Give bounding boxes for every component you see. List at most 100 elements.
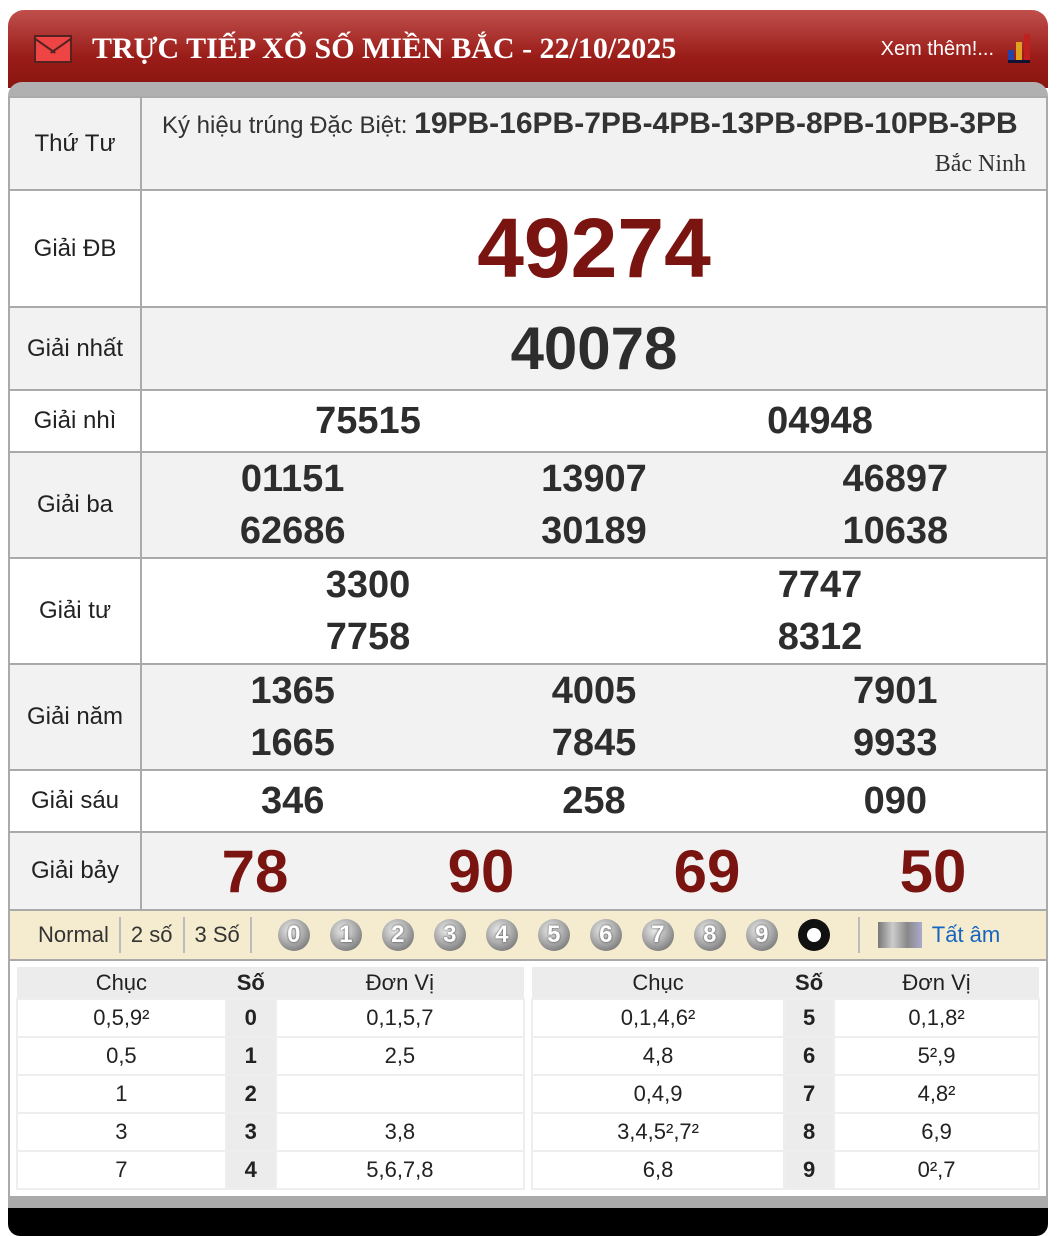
prize-number: 62686 [239, 510, 346, 552]
option-2-so[interactable]: 2 số [121, 917, 185, 953]
header-band [8, 82, 1048, 96]
option-3-so[interactable]: 3 Số [185, 917, 252, 953]
digit-ball-3[interactable]: 3 [433, 919, 466, 951]
loto-header: Chục [17, 967, 226, 999]
digit-ball-1[interactable]: 1 [329, 919, 362, 951]
don-vi-cell: 0,1,5,7 [274, 998, 526, 1038]
digit-ball-4[interactable]: 4 [485, 919, 518, 951]
digit-ball-8[interactable]: 8 [693, 919, 726, 951]
don-vi-cell: 0,1,8² [833, 998, 1040, 1038]
prize-number: 10638 [842, 510, 949, 552]
prize-number: 4005 [551, 670, 637, 712]
special-codes: 19PB-16PB-7PB-4PB-13PB-8PB-10PB-3PB [414, 106, 1018, 140]
sound-icon[interactable] [877, 922, 922, 948]
so-cell: 6 [783, 1036, 836, 1076]
prize-number: 7901 [853, 670, 938, 712]
prize-number: 69 [673, 837, 741, 905]
loto-tables: Chục Số Đơn Vị 0,5,9² 0 0,1,5,7 0,5 1 2,5 1 2 3 3 3,8… [8, 961, 1048, 1198]
loto-row: 0,5 1 2,5 [16, 1036, 526, 1076]
digit-ball-6[interactable]: 6 [589, 919, 622, 951]
don-vi-cell: 0²,7 [833, 1150, 1040, 1190]
bar-chart-icon[interactable] [1008, 34, 1030, 63]
mute-all-link[interactable]: Tất âm [931, 922, 1001, 947]
don-vi-cell: 5²,9 [833, 1036, 1040, 1076]
see-more-link[interactable]: Xem thêm!... [880, 37, 994, 60]
first-prize: 40078 [510, 315, 678, 382]
option-normal[interactable]: Normal [28, 917, 121, 953]
prize-number: 01151 [240, 458, 345, 500]
code-label: Ký hiệu trúng Đặc Biệt: [162, 111, 415, 139]
chuc-cell: 6,8 [530, 1150, 786, 1190]
prize-label: Giải ba [8, 451, 142, 559]
prize-number: 75515 [315, 399, 421, 442]
prize-number: 50 [899, 837, 967, 905]
prize-number: 9933 [853, 722, 938, 764]
province: Bắc Ninh [934, 150, 1026, 177]
prize-number: 7747 [777, 564, 863, 606]
results-table: Thứ Tư Ký hiệu trúng Đặc Biệt: 19PB-16PB… [8, 96, 1048, 911]
prize-number: 090 [863, 779, 928, 822]
prize-label: Giải tư [8, 557, 142, 665]
chuc-cell: 0,4,9 [530, 1074, 786, 1114]
header: TRỰC TIẾP XỔ SỐ MIỀN BẮC - 22/10/2025 Xe… [8, 10, 1048, 88]
prize-number: 46897 [842, 458, 949, 500]
prize-label: Giải bảy [8, 831, 142, 911]
loto-row: 0,5,9² 0 0,1,5,7 [16, 998, 526, 1038]
so-cell: 1 [224, 1036, 277, 1076]
prize-number: 8312 [777, 616, 863, 658]
so-cell: 9 [783, 1150, 836, 1190]
loto-row: 6,8 9 0²,7 [530, 1150, 1040, 1190]
prize-label: Giải năm [8, 663, 142, 771]
so-cell: 8 [783, 1112, 836, 1152]
prize-number: 1665 [250, 722, 335, 764]
chuc-cell: 1 [16, 1074, 227, 1114]
so-cell: 7 [783, 1074, 836, 1114]
chuc-cell: 0,1,4,6² [530, 998, 786, 1038]
don-vi-cell: 3,8 [274, 1112, 526, 1152]
prize-number: 258 [562, 779, 626, 822]
so-cell: 0 [224, 998, 277, 1038]
don-vi-cell: 6,9 [833, 1112, 1040, 1152]
loto-row: 0,1,4,6² 5 0,1,8² [530, 998, 1040, 1038]
loto-row: 3,4,5²,7² 8 6,9 [530, 1112, 1040, 1152]
digit-ball-9[interactable]: 9 [745, 919, 778, 951]
loto-header: Số [225, 967, 276, 999]
chuc-cell: 4,8 [530, 1036, 786, 1076]
prize-number: 1365 [250, 670, 335, 712]
chuc-cell: 0,5 [16, 1036, 227, 1076]
prize-number: 13907 [541, 458, 647, 500]
so-cell: 4 [224, 1150, 277, 1190]
prize-label: Giải nhất [8, 306, 142, 391]
loto-header: Đơn Vị [834, 967, 1039, 999]
prize-number: 3300 [325, 564, 411, 606]
yin-yang-icon[interactable] [797, 919, 830, 951]
loto-row: 7 4 5,6,7,8 [16, 1150, 526, 1190]
digit-ball-2[interactable]: 2 [381, 919, 414, 951]
loto-table-left: Chục Số Đơn Vị 0,5,9² 0 0,1,5,7 0,5 1 2,5 1 2 3 3 3,8… [16, 967, 526, 1190]
prize-number: 90 [447, 837, 515, 905]
special-prize: 49274 [477, 201, 711, 295]
prize-label: Giải ĐB [8, 189, 142, 308]
loto-row: 4,8 6 5²,9 [530, 1036, 1040, 1076]
prize-label: Giải sáu [8, 769, 142, 833]
prize-number: 30189 [541, 510, 647, 552]
loto-row: 0,4,9 7 4,8² [530, 1074, 1040, 1114]
footer-bar [8, 1198, 1048, 1236]
loto-header: Số [784, 967, 835, 999]
don-vi-cell: 4,8² [833, 1074, 1040, 1114]
digit-ball-7[interactable]: 7 [641, 919, 674, 951]
loto-header: Chục [532, 967, 785, 999]
digit-ball-0[interactable]: 0 [277, 919, 310, 951]
page-title: TRỰC TIẾP XỔ SỐ MIỀN BẮC - 22/10/2025 [92, 32, 677, 65]
loto-row: 3 3 3,8 [16, 1112, 526, 1152]
digit-ball-5[interactable]: 5 [537, 919, 570, 951]
don-vi-cell [274, 1074, 526, 1114]
don-vi-cell: 5,6,7,8 [274, 1150, 526, 1190]
so-cell: 2 [224, 1074, 277, 1114]
lottery-widget: TRỰC TIẾP XỔ SỐ MIỀN BẮC - 22/10/2025 Xe… [8, 10, 1048, 1236]
chuc-cell: 3,4,5²,7² [530, 1112, 786, 1152]
chuc-cell: 7 [16, 1150, 227, 1190]
chuc-cell: 3 [16, 1112, 227, 1152]
